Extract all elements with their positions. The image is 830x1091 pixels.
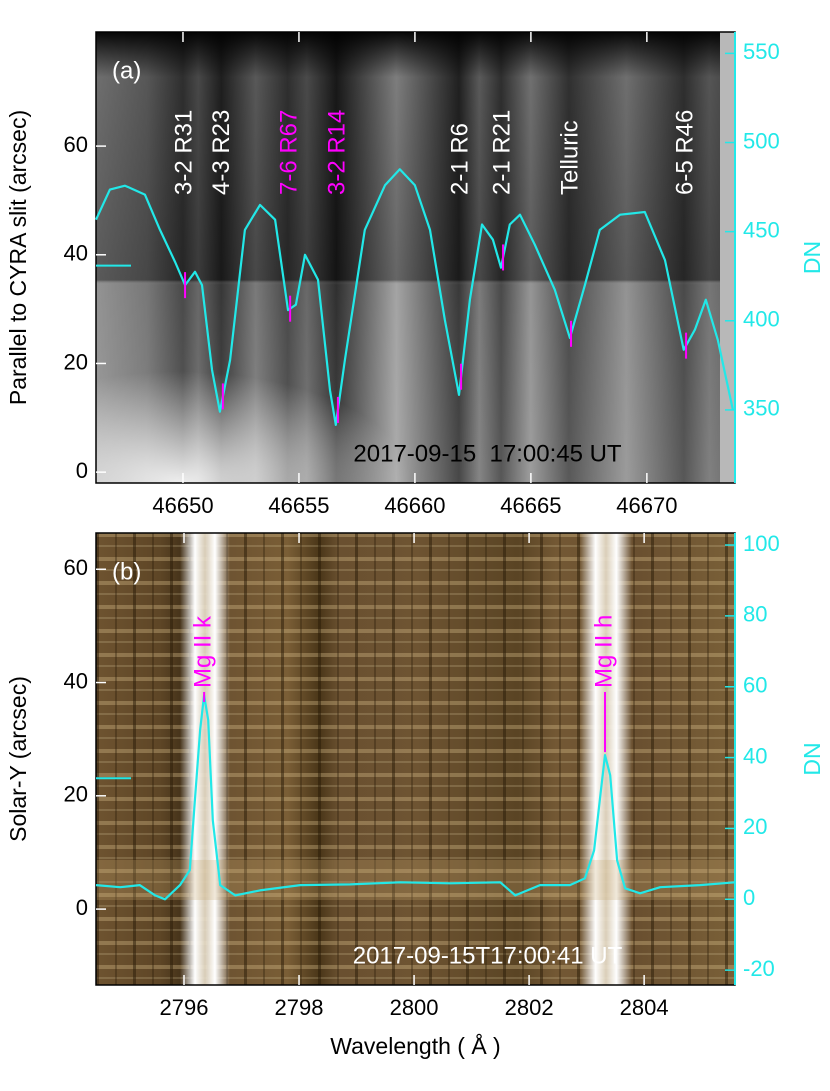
y-tick-label: 60: [64, 555, 88, 580]
y2-tick-label: 100: [743, 531, 780, 556]
y2-tick-label: 400: [743, 307, 780, 332]
y-tick-label: 0: [76, 895, 88, 920]
y2-tick-label: 350: [743, 396, 780, 421]
panel-label: (b): [112, 558, 141, 585]
line-label: Mg II k: [189, 615, 216, 688]
y2-tick-label: 450: [743, 217, 780, 242]
line-label: 7-6 R67: [275, 110, 302, 195]
panel-a-image: [96, 32, 735, 483]
y-axis-title: Solar-Y (arcsec): [5, 676, 31, 842]
y-tick-label: 20: [64, 349, 88, 374]
x-tick-label: 2800: [390, 995, 439, 1020]
y2-tick-label: 40: [743, 743, 767, 768]
y-tick-label: 40: [64, 668, 88, 693]
line-label: 6-5 R46: [671, 110, 698, 195]
y-tick-label: 40: [64, 241, 88, 266]
panel-b-image: [96, 533, 735, 985]
y2-tick-label: 550: [743, 39, 780, 64]
y2-axis-title: DN: [799, 742, 825, 775]
x-axis-title: Wavelength ( Å ): [330, 1032, 500, 1059]
x-tick-label: 2796: [160, 995, 209, 1020]
y2-tick-label: 60: [743, 673, 767, 698]
x-tick-label: 46670: [616, 493, 677, 518]
profile-line: [95, 168, 734, 426]
line-label: 2-1 R21: [488, 110, 515, 195]
y2-axis-title: DN: [799, 241, 825, 274]
y2-tick-label: 500: [743, 128, 780, 153]
x-tick-label: 2798: [275, 995, 324, 1020]
y2-tick-label: 80: [743, 602, 767, 627]
y2-tick-label: -20: [743, 956, 775, 981]
x-tick-label: 46650: [152, 493, 213, 518]
line-label: 3-2 R14: [323, 110, 350, 195]
timestamp: 2017-09-15T17:00:41 UT: [353, 942, 623, 969]
x-tick-label: 46655: [268, 493, 329, 518]
y-tick-label: 60: [64, 132, 88, 157]
x-tick-label: 46660: [384, 493, 445, 518]
y-tick-label: 20: [64, 782, 88, 807]
x-tick-label: 2804: [620, 995, 669, 1020]
panel-label: (a): [112, 57, 141, 84]
y-axis-title: Parallel to CYRA slit (arcsec): [5, 110, 31, 405]
y-tick-label: 0: [76, 458, 88, 483]
x-tick-label: 2802: [505, 995, 554, 1020]
timestamp: 2017-09-15 17:00:45 UT: [353, 440, 622, 467]
y2-tick-label: 0: [743, 885, 755, 910]
line-label: Mg II h: [590, 615, 617, 688]
line-label: 4-3 R23: [208, 110, 235, 195]
x-tick-label: 46665: [500, 493, 561, 518]
profile-line: [95, 694, 736, 901]
line-label: Telluric: [556, 120, 583, 195]
y2-tick-label: 20: [743, 814, 767, 839]
line-label: 3-2 R31: [170, 110, 197, 195]
line-label: 2-1 R6: [446, 123, 473, 195]
